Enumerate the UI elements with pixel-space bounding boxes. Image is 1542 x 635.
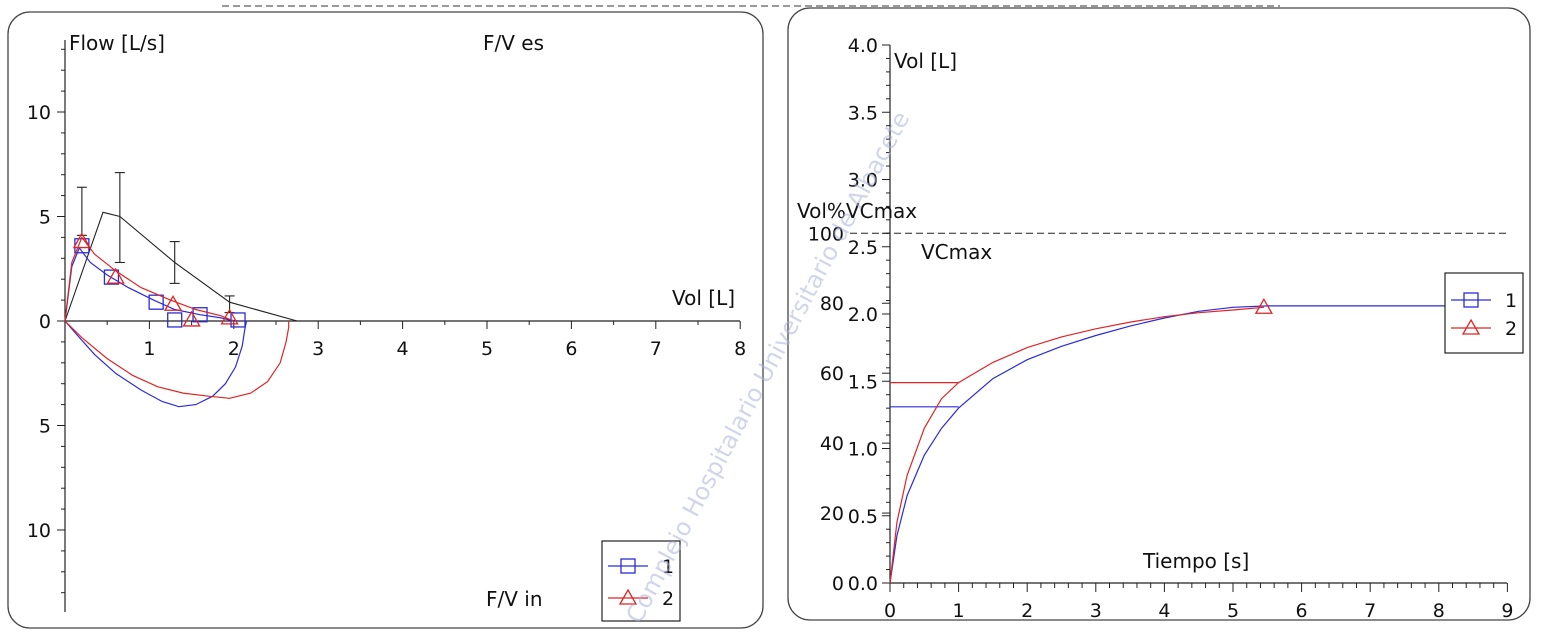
vol-x-tick-label: 1: [143, 338, 155, 360]
flow-y-label: Flow [L/s]: [69, 31, 165, 55]
vol-x-tick-label: 4: [397, 338, 409, 360]
time-x-tick-label: 5: [1227, 600, 1239, 622]
volume-time-frame: [787, 7, 1531, 621]
time-x-tick-label: 9: [1501, 600, 1513, 622]
percent-tick-label: 100: [808, 223, 844, 245]
volume-time-panel: 0.00.51.01.52.02.53.03.54.0 020406080100…: [787, 7, 1531, 622]
fv-expiratory-title: F/V es: [483, 31, 544, 55]
vol-y-tick-label: 2.0: [848, 304, 878, 326]
flow-volume-panel: 10 5 0 5 10 1 2 3 4 5 6 7 8 Flow [L/s] F/V es F/V i…: [7, 11, 764, 629]
vol-y-tick-label: 0.0: [848, 573, 878, 595]
vol-y-tick-label: 1.5: [848, 371, 878, 393]
vol-y-tick-label: 4.0: [848, 35, 878, 57]
percent-tick-label: 60: [820, 363, 844, 385]
series-1-square-marker: [103, 269, 120, 285]
series-2-triangle-marker: [220, 308, 239, 325]
vol-y-tick-label: 3.0: [848, 170, 878, 192]
time-x-tick-label: 7: [1364, 600, 1376, 622]
series-2-triangle-marker: [163, 294, 183, 311]
series-2-inspiratory-curve: [64, 320, 290, 399]
volume-time-legend: 1 2: [1444, 272, 1524, 354]
flow-volume-frame: [7, 11, 764, 629]
flow-volume-plot-area: [64, 172, 298, 408]
series-2-triangle-marker: [1254, 297, 1273, 314]
series-2-expiratory-curve: [64, 236, 235, 322]
vol-percent-ticks: 0 20 40 60 80 100: [808, 223, 890, 595]
time-x-ticks: 0 1 2 3 4 5 6 7 8 9: [884, 583, 1513, 622]
percent-tick-label: 20: [820, 503, 844, 525]
vol-y-label: Vol [L]: [894, 49, 957, 73]
percent-tick-label: 0: [832, 573, 844, 595]
legend-label-1: 1: [1505, 290, 1517, 312]
series-1-inspiratory-curve: [64, 320, 248, 408]
time-x-tick-label: 2: [1021, 600, 1033, 622]
flow-y-tick-label: 10: [27, 520, 51, 542]
vol-y-tick-label: 1.0: [848, 439, 878, 461]
vol-x-tick-label: 2: [228, 338, 240, 360]
series-2-triangle-marker: [182, 310, 201, 327]
vol-x-tick-label: 7: [650, 338, 662, 360]
legend-box: [1444, 272, 1524, 354]
vol-x-tick-label: 6: [565, 338, 577, 360]
percent-tick-label: 80: [820, 293, 844, 315]
time-x-tick-label: 4: [1158, 600, 1170, 622]
time-x-label: Tiempo [s]: [1142, 549, 1249, 573]
time-x-tick-label: 1: [953, 600, 965, 622]
legend-triangle-marker: [1461, 318, 1481, 335]
vol-y-tick-label: 2.5: [848, 237, 878, 259]
series-2-triangle-marker: [72, 232, 92, 249]
volume-time-plot-area: [850, 232, 1508, 584]
vol-x-tick-label: 5: [481, 338, 493, 360]
time-x-tick-label: 8: [1433, 600, 1445, 622]
series-1-square-marker: [167, 312, 183, 328]
legend-triangle-marker: [618, 588, 638, 605]
legend-square-marker: [620, 558, 636, 574]
series-1-expiratory-curve: [64, 246, 239, 322]
legend-label-2: 2: [1505, 318, 1517, 340]
vcmax-label: VCmax: [921, 240, 992, 264]
series-1-square-marker: [148, 294, 164, 310]
flow-x-label: Vol [L]: [672, 286, 735, 310]
series-2-volume-curve: [889, 306, 1264, 584]
flow-y-ticks: 10 5 0 5 10: [27, 48, 65, 594]
time-x-tick-label: 6: [1296, 600, 1308, 622]
legend-box: [601, 540, 681, 622]
vol-x-tick-label: 8: [734, 338, 746, 360]
vol-x-tick-label: 3: [312, 338, 324, 360]
legend-label-1: 1: [662, 556, 674, 578]
flow-y-tick-label: 10: [27, 102, 51, 124]
legend-label-2: 2: [662, 588, 674, 610]
time-x-tick-label: 0: [884, 600, 896, 622]
vol-y-tick-label: 3.5: [848, 102, 878, 124]
predicted-curve: [64, 211, 298, 322]
vol-percent-label: Vol%VCmax: [797, 199, 917, 223]
vol-y-tick-label: 0.5: [848, 506, 878, 528]
flow-y-tick-label: 0: [39, 311, 51, 333]
series-1-volume-curve: [889, 305, 1508, 584]
flow-y-tick-label: 5: [39, 207, 51, 229]
flow-y-tick-label: 5: [39, 416, 51, 438]
vol-y-ticks: 0.0 0.5 1.0 1.5 2.0 2.5 3.0 3.5 4.0: [848, 35, 890, 595]
watermark: Complejo Hospitalario Universitario de A…: [621, 107, 916, 628]
series-2-triangle-marker: [106, 267, 125, 284]
percent-tick-label: 40: [820, 433, 844, 455]
time-x-tick-label: 3: [1090, 600, 1102, 622]
flow-volume-legend: 1 2: [601, 540, 681, 622]
flow-x-ticks: 1 2 3 4 5 6 7 8: [106, 321, 746, 360]
fv-inspiratory-title: F/V in: [486, 587, 543, 611]
legend-square-marker: [1463, 292, 1479, 308]
